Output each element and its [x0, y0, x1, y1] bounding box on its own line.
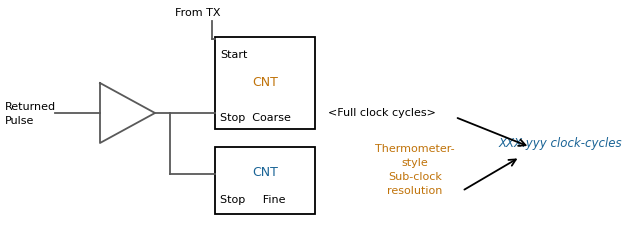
Bar	[215, 147, 315, 214]
Text: CNT: CNT	[252, 75, 278, 88]
Text: Returned
Pulse: Returned Pulse	[5, 102, 56, 125]
Text: Start: Start	[220, 50, 247, 60]
Text: XXX.yyy clock-cycles: XXX.yyy clock-cycles	[498, 136, 622, 149]
Text: Thermometer-
style
Sub-clock
resolution: Thermometer- style Sub-clock resolution	[375, 143, 455, 195]
Text: <Full clock cycles>: <Full clock cycles>	[328, 108, 436, 118]
Text: From TX: From TX	[175, 8, 220, 18]
Text: CNT: CNT	[252, 165, 278, 178]
Bar	[215, 38, 315, 129]
Text: Stop  Coarse: Stop Coarse	[220, 113, 291, 122]
Text: Stop     Fine: Stop Fine	[220, 194, 285, 204]
